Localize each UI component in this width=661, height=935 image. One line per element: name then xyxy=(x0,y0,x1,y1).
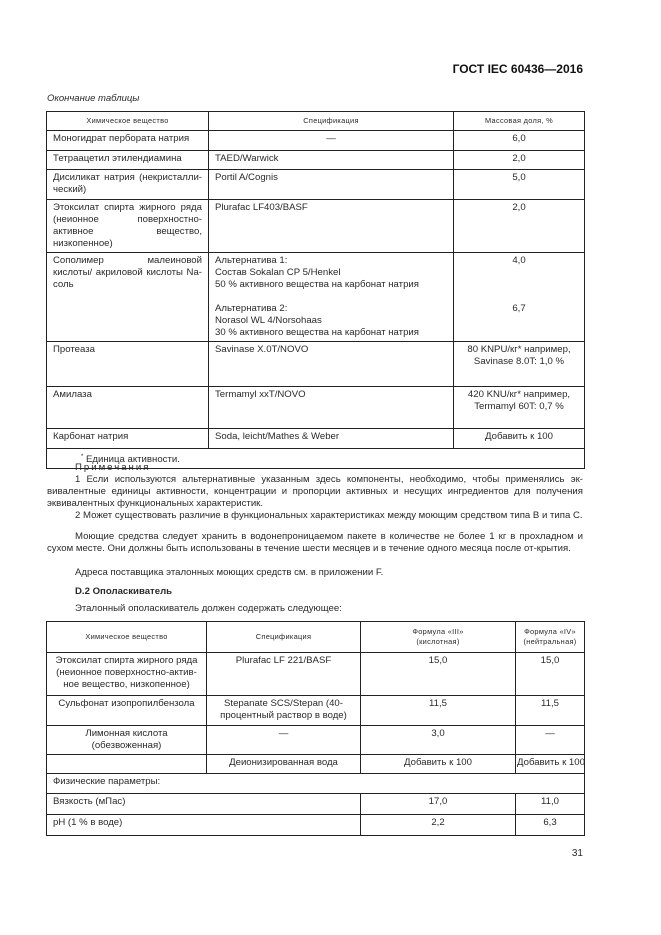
formula-3: 11,5 xyxy=(360,695,516,726)
table-row: Дисиликат натрия (некристалли-ческий) Por… xyxy=(46,169,585,200)
alt1-mass: 4,0 xyxy=(512,255,526,266)
col-header: Химическое вещество xyxy=(46,621,207,653)
substance: Сополимер малеиновой кислоты/ акриловой … xyxy=(46,252,209,342)
param-name: Вязкость (мПас) xyxy=(46,793,361,815)
table-row: Амилаза Termamyl xxT/NOVO 420 KNU/кг* напр… xyxy=(46,386,585,429)
spec: TAED/Warwick xyxy=(208,150,454,170)
alt1-line: Состав Sokalan CP 5/Henkel xyxy=(215,267,341,278)
col-header: Формула «III» (кислотная) xyxy=(360,621,516,653)
formula-4: 11,0 xyxy=(515,793,585,815)
spec: Stepanate SCS/Stepan (40-процентный раст… xyxy=(206,695,361,726)
substance: Карбонат натрия xyxy=(46,428,209,449)
spec: — xyxy=(208,130,454,151)
substance: Этоксилат спирта жирного ряда (неионное … xyxy=(46,652,207,696)
col-header: Массовая доля, % xyxy=(453,111,585,131)
alt2-title: Альтернатива 2: xyxy=(215,303,288,314)
formula-4: 11,5 xyxy=(515,695,585,726)
formula-4: Добавить к 100 xyxy=(515,754,585,774)
mass: 420 KNU/кг* например, Termamyl 60T: 0,7 … xyxy=(453,386,585,429)
footnote: Единица активности. xyxy=(86,454,180,466)
table-row: Вязкость (мПас) 17,0 11,0 xyxy=(46,793,585,815)
formula-3: 15,0 xyxy=(360,652,516,696)
section-title: D.2 Ополаскиватель xyxy=(75,586,173,597)
substance: Тетраацетил этилендиамина xyxy=(46,150,209,170)
table-row: Протеаза Savinase X.0T/NOVO 80 KNPU/кг* на… xyxy=(46,341,585,387)
table-row: Лимонная кислота (обезвоженная) —3,0— xyxy=(46,725,585,755)
table-row: Сополимер малеиновой кислоты/ акриловой … xyxy=(46,252,585,342)
formula-3: 17,0 xyxy=(360,793,516,815)
col-header: Формула «IV» (нейтральная) xyxy=(515,621,585,653)
spec: Portil A/Cognis xyxy=(208,169,454,200)
alt2-mass: 6,7 xyxy=(512,303,526,314)
alt1-line: 50 % активного вещества на карбонат натр… xyxy=(215,279,419,290)
table-row: Карбонат натрия Soda, leicht/Mathes & Web… xyxy=(46,428,585,449)
paragraph: Моющие средства следует хранить в водоне… xyxy=(47,531,583,554)
mass: 5,0 xyxy=(453,169,585,200)
alt1-title: Альтернатива 1: xyxy=(215,255,288,266)
mass: Добавить к 100 xyxy=(453,428,585,449)
spec: Savinase X.0T/NOVO xyxy=(208,341,454,387)
table-header: Химическое вещество Спецификация Массова… xyxy=(46,111,585,131)
detergent-table: Химическое вещество Спецификация Массова… xyxy=(46,111,585,470)
table-row: Этоксилат спирта жирного ряда (неионное … xyxy=(46,652,585,696)
alt2-line: 30 % активного вещества на карбонат натр… xyxy=(215,327,419,338)
substance: Сульфонат изопропилбензола xyxy=(46,695,207,726)
spec: Деионизированная вода xyxy=(206,754,361,774)
substance: Моногидрат пербората натрия xyxy=(46,130,209,151)
formula-3: 3,0 xyxy=(360,725,516,755)
table-row: Этоксилат спирта жирного ряда (неионное … xyxy=(46,199,585,253)
table-row: Тетраацетил этилендиамина TAED/Warwick 2,0 xyxy=(46,150,585,170)
table-footnote-row: * Единица активности. xyxy=(46,447,585,470)
param-name: pH (1 % в воде) xyxy=(46,814,361,836)
col-header: Спецификация xyxy=(208,111,454,131)
spec: — xyxy=(206,725,361,755)
page-number: 31 xyxy=(571,848,583,859)
spec: Альтернатива 1: Состав Sokalan CP 5/Henk… xyxy=(208,252,454,342)
alt2-line: Norasol WL 4/Norsohaas xyxy=(215,315,322,326)
mass: 2,0 xyxy=(453,150,585,170)
notes-title: Примечания xyxy=(75,462,151,473)
table-caption: Окончание таблицы xyxy=(47,93,140,104)
formula-3: Добавить к 100 xyxy=(360,754,516,774)
note-1: 1 Если используются альтернативные указа… xyxy=(47,474,583,509)
table-row: pH (1 % в воде) 2,2 6,3 xyxy=(46,814,585,836)
note-2: 2 Может существовать различие в функцион… xyxy=(75,510,583,521)
mass: 80 KNPU/кг* например, Savinase 8.0T: 1,0… xyxy=(453,341,585,387)
col-header: Химическое вещество xyxy=(46,111,209,131)
spec: Plurafac LF403/BASF xyxy=(208,199,454,253)
formula-4: 6,3 xyxy=(515,814,585,836)
substance: Протеаза xyxy=(46,341,209,387)
rinse-aid-table: Химическое вещество Спецификация Формула… xyxy=(46,621,585,836)
spec: Termamyl xxT/NOVO xyxy=(208,386,454,429)
table-row: Физические параметры: xyxy=(46,773,585,794)
document-id: ГОСТ IEC 60436—2016 xyxy=(452,62,583,76)
mass: 2,0 xyxy=(453,199,585,253)
table-row: Моногидрат пербората натрия —6,0 xyxy=(46,130,585,151)
physical-params-label: Физические параметры: xyxy=(46,773,585,794)
mass: 6,0 xyxy=(453,130,585,151)
table-header: Химическое вещество Спецификация Формула… xyxy=(46,621,585,653)
table-row: Деионизированная вода Добавить к 100 Добав… xyxy=(46,754,585,774)
substance xyxy=(46,754,207,774)
formula-4: — xyxy=(515,725,585,755)
formula-4: 15,0 xyxy=(515,652,585,696)
spec: Soda, leicht/Mathes & Weber xyxy=(208,428,454,449)
section-intro: Эталонный ополаскиватель должен содержат… xyxy=(75,603,342,614)
substance: Амилаза xyxy=(46,386,209,429)
paragraph: Адреса поставщика эталонных моющих средс… xyxy=(75,567,384,578)
table-row: Сульфонат изопропилбензола Stepanate SCS/… xyxy=(46,695,585,726)
mass: 4,0 6,7 xyxy=(453,252,585,342)
substance: Этоксилат спирта жирного ряда (неионное … xyxy=(46,199,209,253)
footnote-mark: * xyxy=(81,454,84,460)
substance: Дисиликат натрия (некристалли-ческий) xyxy=(46,169,209,200)
formula-3: 2,2 xyxy=(360,814,516,836)
substance: Лимонная кислота (обезвоженная) xyxy=(46,725,207,755)
spec: Plurafac LF 221/BASF xyxy=(206,652,361,696)
col-header: Спецификация xyxy=(206,621,361,653)
